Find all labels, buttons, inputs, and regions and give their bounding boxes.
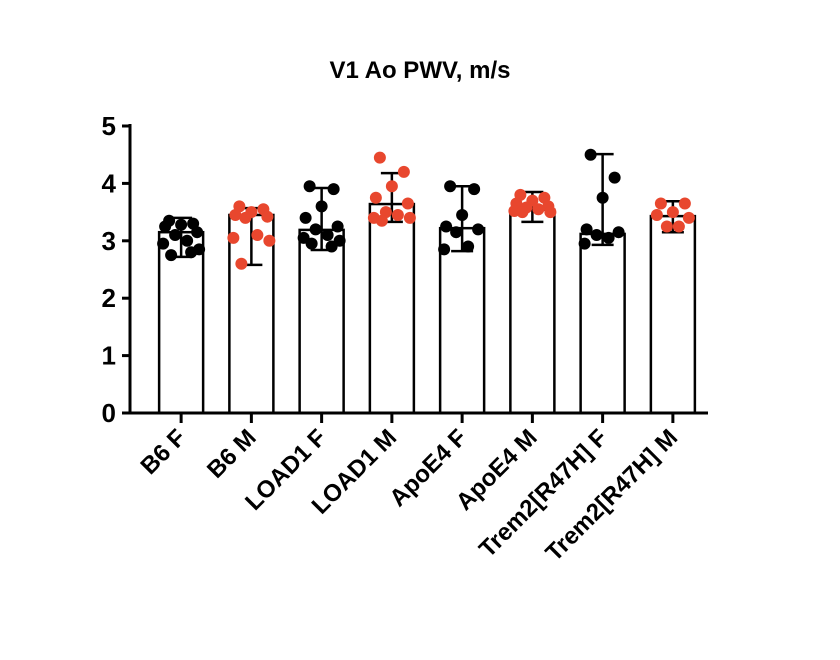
x-tick-label: Trem2[R47H] F	[474, 424, 613, 563]
data-point	[251, 229, 264, 242]
data-point	[578, 237, 591, 250]
data-point	[191, 226, 204, 239]
data-point	[325, 240, 338, 253]
data-point	[580, 223, 593, 236]
data-point	[596, 191, 609, 204]
data-point	[660, 220, 673, 233]
data-point	[263, 234, 276, 247]
data-point	[440, 220, 453, 233]
bar	[649, 214, 697, 415]
data-point	[544, 206, 557, 219]
y-tick-label: 0	[102, 398, 116, 428]
data-point	[516, 206, 529, 219]
data-point	[181, 234, 194, 247]
x-tick-label: Trem2[R47H] M	[540, 424, 683, 567]
y-tick-label: 5	[102, 111, 116, 141]
bar	[438, 226, 486, 415]
data-point	[590, 229, 603, 242]
bar	[298, 228, 345, 415]
y-tick-label: 3	[102, 226, 116, 256]
data-point	[468, 183, 481, 196]
data-point	[375, 214, 388, 227]
bar	[157, 230, 205, 415]
data-point	[227, 231, 240, 244]
bar	[509, 208, 556, 415]
data-point	[444, 180, 457, 193]
bar	[579, 232, 626, 415]
data-point	[261, 210, 274, 223]
data-point	[157, 237, 170, 250]
y-tick-label: 1	[102, 341, 116, 371]
y-tick-label: 2	[102, 283, 116, 313]
data-point	[331, 220, 344, 233]
data-point	[369, 191, 382, 204]
data-point	[602, 231, 615, 244]
data-point	[175, 218, 188, 231]
data-point	[532, 203, 545, 216]
data-point	[373, 151, 386, 164]
data-point	[401, 197, 414, 210]
data-point	[650, 208, 663, 221]
data-point	[403, 211, 416, 224]
bar	[368, 202, 416, 415]
data-point	[456, 208, 469, 221]
data-point	[472, 223, 485, 236]
data-point	[159, 220, 172, 233]
data-point	[327, 183, 340, 196]
data-point	[391, 208, 404, 221]
x-tick-label: B6 M	[202, 424, 262, 484]
data-point	[678, 197, 691, 210]
data-point	[666, 206, 679, 219]
data-point	[682, 211, 695, 224]
data-point	[235, 257, 248, 270]
data-point	[229, 208, 242, 221]
data-point	[321, 229, 334, 242]
data-point	[165, 249, 178, 262]
data-point	[239, 211, 252, 224]
data-point	[584, 148, 597, 161]
chart-title: V1 Ao PWV, m/s	[330, 57, 511, 84]
data-point	[450, 226, 463, 239]
data-point	[672, 220, 685, 233]
data-point	[315, 200, 328, 213]
y-tick-label: 4	[102, 168, 117, 198]
data-point	[299, 211, 312, 224]
data-point	[608, 171, 621, 184]
data-point	[612, 226, 625, 239]
data-point	[185, 246, 198, 259]
data-point	[305, 237, 318, 250]
data-point	[169, 229, 182, 242]
data-point	[654, 197, 667, 210]
data-point	[385, 180, 398, 193]
data-point	[438, 243, 451, 256]
data-point	[462, 240, 475, 253]
x-tick-label: B6 F	[135, 424, 191, 480]
data-point	[397, 165, 410, 178]
data-point	[309, 223, 322, 236]
data-point	[303, 180, 316, 193]
